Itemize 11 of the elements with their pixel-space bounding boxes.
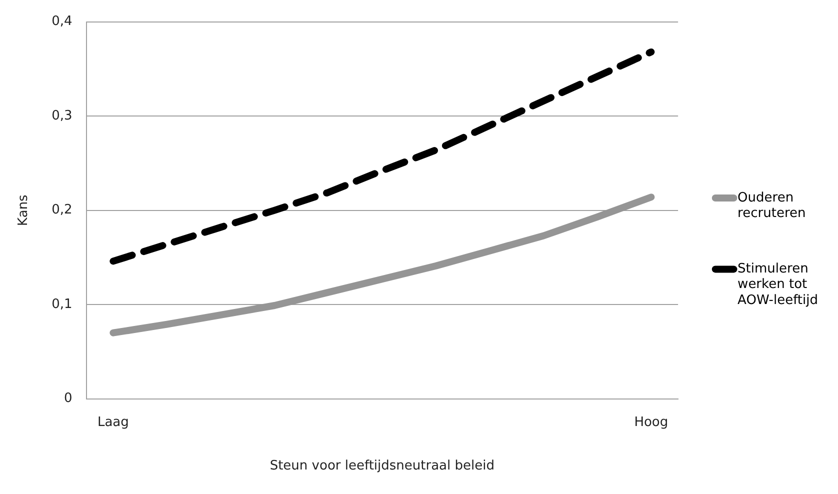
x-tick-label: Hoog: [634, 414, 668, 430]
legend-label: Ouderen recruteren: [738, 190, 806, 221]
y-tick-label: 0,2: [52, 202, 72, 218]
x-axis-title: Steun voor leeftijdsneutraal beleid: [270, 458, 494, 474]
y-axis-title: Kans: [16, 194, 32, 226]
y-tick-label: 0,4: [52, 14, 72, 30]
y-tick-label: 0,1: [52, 296, 72, 312]
y-tick-label: 0: [64, 391, 72, 406]
legend-label: Stimuleren werken tot AOW-leeftijd: [738, 262, 818, 308]
y-tick-label: 0,3: [52, 108, 72, 124]
x-tick-label: Laag: [97, 414, 129, 430]
